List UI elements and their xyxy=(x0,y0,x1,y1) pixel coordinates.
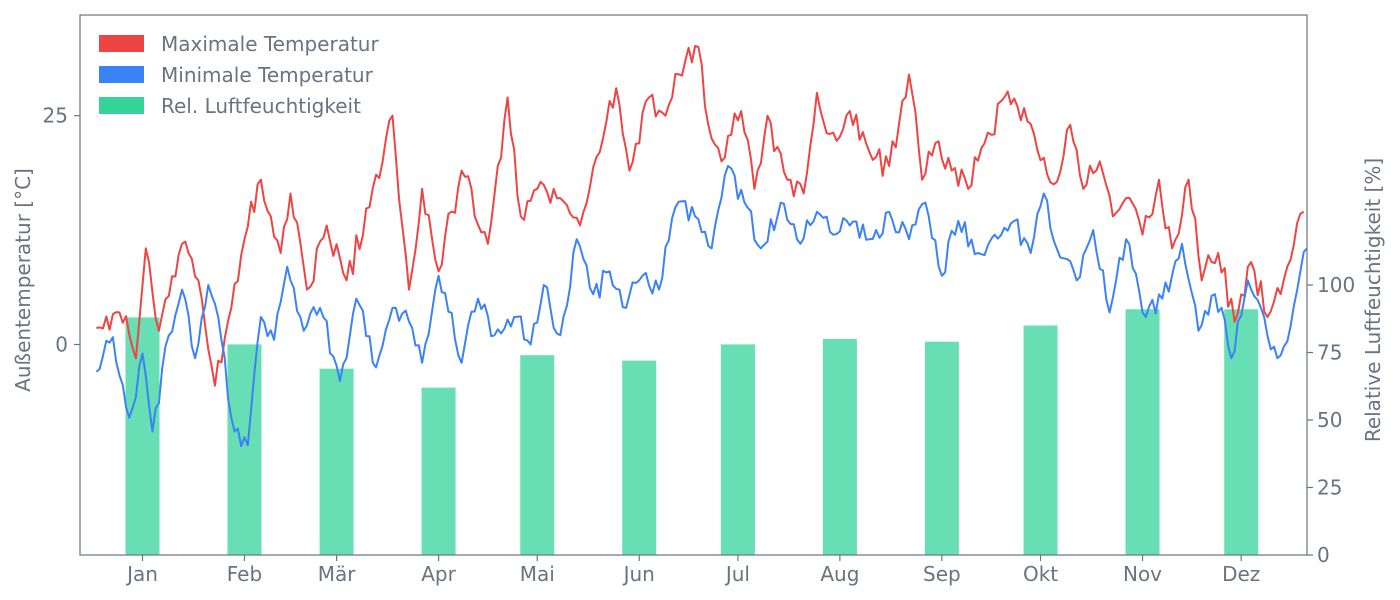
x-tick-label: Jun xyxy=(622,562,655,586)
x-tick-label: Feb xyxy=(227,562,262,586)
y-right-tick-label: 25 xyxy=(1317,476,1342,500)
x-tick-label: Jan xyxy=(125,562,158,586)
axes: Jan Feb Mär Apr Mai Jun Jul Aug Sep Okt Nov Dez 0 25 0… xyxy=(11,14,1385,586)
x-tick-label: Mai xyxy=(520,562,555,586)
humidity-bar-Nov xyxy=(1125,309,1160,555)
y-right-tick-label: 50 xyxy=(1317,408,1342,432)
humidity-bar-Apr xyxy=(421,387,456,555)
y-right-tick-label: 100 xyxy=(1317,273,1355,297)
y-right-axis-label: Relative Luftfeuchtigkeit [%] xyxy=(1361,158,1385,442)
legend-swatch xyxy=(99,66,144,83)
y-left-axis-label: Außentemperatur [°C] xyxy=(11,168,35,392)
humidity-bar-Mär xyxy=(319,368,354,555)
humidity-bar-Jul xyxy=(720,344,755,555)
x-tick-label: Mär xyxy=(318,562,357,586)
legend-entry: Rel. Luftfeuchtigkeit xyxy=(161,94,361,118)
x-tick-label: Sep xyxy=(923,562,961,586)
x-tick-label: Nov xyxy=(1123,562,1162,586)
series-line-maximale-temperatur xyxy=(96,45,1305,387)
y-left-tick-label: 0 xyxy=(55,332,68,356)
humidity-bar-Aug xyxy=(822,339,857,555)
humidity-bars xyxy=(125,309,1259,555)
x-tick-label: Dez xyxy=(1222,562,1260,586)
x-tick-label: Jul xyxy=(724,562,750,586)
x-tick-label: Apr xyxy=(421,562,456,586)
humidity-bar-Jun xyxy=(622,360,657,555)
legend-swatch xyxy=(99,97,144,114)
x-tick-label: Okt xyxy=(1023,562,1058,586)
y-right-tick-label: 0 xyxy=(1317,543,1330,567)
legend: Maximale Temperatur Minimale Temperatur Re… xyxy=(99,32,379,118)
humidity-bar-Feb xyxy=(227,344,262,555)
y-left-tick-label: 25 xyxy=(43,104,68,128)
legend-swatch xyxy=(99,35,144,52)
humidity-bar-Mai xyxy=(520,355,555,555)
series-line-minimale-temperatur xyxy=(95,165,1308,448)
legend-entry: Maximale Temperatur xyxy=(161,32,379,56)
humidity-bar-Okt xyxy=(1023,325,1058,555)
y-right-tick-label: 75 xyxy=(1317,341,1342,365)
humidity-bar-Sep xyxy=(924,341,959,555)
legend-entry: Minimale Temperatur xyxy=(161,63,374,87)
x-tick-label: Aug xyxy=(820,562,859,586)
temperature-lines xyxy=(95,45,1308,448)
